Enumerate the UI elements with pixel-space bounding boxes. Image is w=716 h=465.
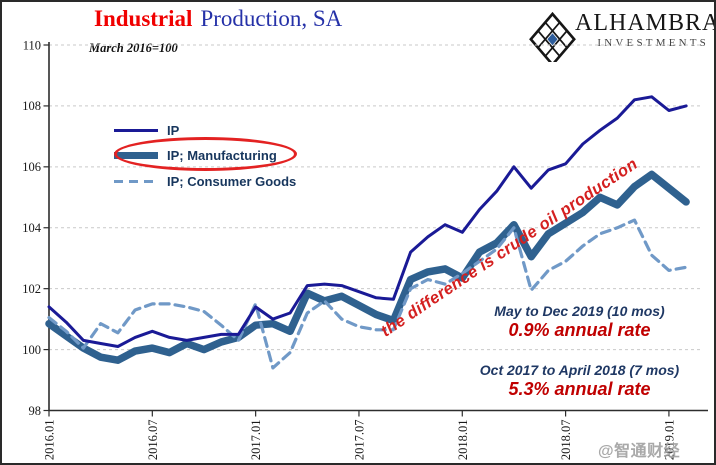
- x-tick-label: 2017.07: [352, 420, 366, 461]
- ip-line: [47, 95, 688, 348]
- y-tick-label: 106: [22, 160, 41, 174]
- callout-2018-rate: Oct 2017 to April 2018 (7 mos) 5.3% annu…: [452, 362, 707, 400]
- y-tick-label: 100: [22, 343, 41, 357]
- ip-line-swatch: [114, 128, 158, 132]
- watermark: @智通财经APP: [598, 443, 681, 463]
- consumer-goods-line-swatch: [114, 179, 158, 183]
- x-tick-label: 2018.01: [456, 420, 470, 461]
- consumer-goods-line: [47, 218, 688, 370]
- title-rest: Production, SA: [200, 6, 343, 31]
- x-tick-label: 2016.07: [146, 420, 160, 461]
- legend-label-ip: IP: [167, 122, 180, 138]
- y-tick-label: 98: [29, 404, 42, 418]
- red-highlight-ellipse: [114, 137, 297, 171]
- logo-subtitle: INVESTMENTS: [597, 37, 709, 49]
- x-tick-label: 2019.01: [662, 420, 676, 461]
- y-tick-label: 108: [22, 99, 41, 113]
- legend-label-consumer-goods: IP; Consumer Goods: [167, 173, 297, 189]
- alhambra-logo-icon: [529, 7, 576, 67]
- legend-item-ip: IP: [114, 121, 179, 139]
- callout-2019-rate: May to Dec 2019 (10 mos) 0.9% annual rat…: [452, 303, 707, 341]
- callout-2018-value: 5.3% annual rate: [508, 379, 651, 399]
- y-tick-label: 104: [22, 221, 42, 235]
- logo-text-block: ALHAMBRA INVESTMENTS: [575, 10, 716, 50]
- callout-2018-period: Oct 2017 to April 2018 (7 mos): [479, 362, 680, 378]
- y-tick-label: 110: [23, 38, 41, 52]
- x-tick-label: 2017.01: [249, 420, 263, 461]
- callout-2019-value: 0.9% annual rate: [508, 320, 651, 340]
- y-tick-label: 102: [22, 282, 41, 296]
- page-title: Industrial Production, SA: [94, 6, 342, 32]
- logo-name: ALHAMBRA: [575, 10, 716, 36]
- x-tick-label: 2018.07: [559, 420, 573, 461]
- legend-item-consumer-goods: IP; Consumer Goods: [114, 172, 296, 190]
- callout-2019-period: May to Dec 2019 (10 mos): [494, 303, 665, 319]
- title-accent: Industrial: [94, 6, 193, 31]
- manufacturing-line: [45, 170, 690, 364]
- axes: [48, 42, 708, 412]
- x-tick-label: 2016.01: [43, 420, 57, 461]
